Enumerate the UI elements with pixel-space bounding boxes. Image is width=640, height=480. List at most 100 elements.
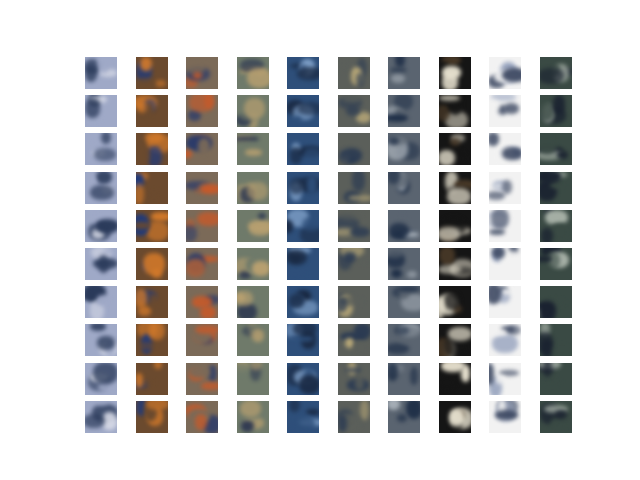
image-tile <box>85 362 117 395</box>
image-tile <box>85 324 117 357</box>
image-tile <box>388 248 420 280</box>
image-tile <box>438 286 471 319</box>
image-tile <box>85 95 117 128</box>
image-tile <box>337 286 370 319</box>
image-tile <box>337 362 370 395</box>
image-tile <box>287 362 319 395</box>
image-tile <box>85 209 117 242</box>
image-tile <box>135 248 168 280</box>
image-tile <box>186 57 218 89</box>
image-tile <box>337 400 370 433</box>
image-tile <box>438 133 471 166</box>
image-tile <box>489 171 521 204</box>
image-tile <box>388 133 420 166</box>
image-tile <box>388 209 420 242</box>
image-tile <box>539 209 572 242</box>
image-tile <box>337 209 370 242</box>
image-tile <box>438 95 471 128</box>
image-tile <box>438 209 471 242</box>
image-tile <box>388 286 420 319</box>
image-tile <box>388 171 420 204</box>
image-tile <box>236 133 269 166</box>
image-tile <box>489 57 521 89</box>
image-tile <box>539 324 572 357</box>
image-tile <box>337 133 370 166</box>
image-tile <box>287 248 319 280</box>
image-tile <box>539 362 572 395</box>
image-tile <box>186 362 218 395</box>
image-tile <box>287 324 319 357</box>
image-tile <box>135 286 168 319</box>
image-tile <box>438 171 471 204</box>
image-tile <box>489 133 521 166</box>
image-tile <box>539 95 572 128</box>
image-tile <box>236 324 269 357</box>
image-tile <box>539 171 572 204</box>
image-tile <box>388 95 420 128</box>
image-tile <box>236 400 269 433</box>
image-tile <box>236 171 269 204</box>
image-tile <box>186 324 218 357</box>
image-tile <box>186 133 218 166</box>
image-tile <box>135 133 168 166</box>
image-tile <box>489 209 521 242</box>
image-tile <box>287 57 319 89</box>
image-tile <box>287 400 319 433</box>
image-tile <box>489 248 521 280</box>
image-tile <box>135 209 168 242</box>
image-tile <box>438 400 471 433</box>
image-tile <box>186 286 218 319</box>
image-tile <box>388 400 420 433</box>
image-tile <box>539 57 572 89</box>
image-tile <box>489 286 521 319</box>
image-tile <box>337 57 370 89</box>
image-tile <box>337 171 370 204</box>
image-tile <box>236 362 269 395</box>
image-tile <box>186 171 218 204</box>
image-tile <box>135 400 168 433</box>
image-tile <box>388 57 420 89</box>
image-tile <box>85 133 117 166</box>
image-tile <box>186 209 218 242</box>
image-tile <box>186 95 218 128</box>
image-tile <box>438 362 471 395</box>
image-tile <box>337 324 370 357</box>
image-tile <box>337 95 370 128</box>
image-tile <box>236 286 269 319</box>
image-tile <box>85 57 117 89</box>
image-tile <box>539 248 572 280</box>
image-tile <box>236 209 269 242</box>
image-tile <box>489 362 521 395</box>
image-tile <box>539 133 572 166</box>
image-tile <box>287 95 319 128</box>
image-tile <box>287 209 319 242</box>
image-tile <box>85 286 117 319</box>
image-tile <box>135 57 168 89</box>
image-tile <box>489 324 521 357</box>
image-tile <box>135 95 168 128</box>
image-tile <box>85 248 117 280</box>
image-tile <box>388 362 420 395</box>
image-tile <box>539 400 572 433</box>
image-tile <box>135 171 168 204</box>
image-tile <box>388 324 420 357</box>
image-tile <box>85 171 117 204</box>
image-tile <box>236 248 269 280</box>
image-tile <box>438 57 471 89</box>
image-tile <box>236 57 269 89</box>
image-tile <box>438 324 471 357</box>
image-tile-grid <box>85 57 572 433</box>
image-tile <box>236 95 269 128</box>
image-tile <box>438 248 471 280</box>
image-tile <box>287 133 319 166</box>
image-tile <box>337 248 370 280</box>
image-tile <box>186 248 218 280</box>
image-tile <box>135 362 168 395</box>
image-tile <box>186 400 218 433</box>
image-tile <box>489 95 521 128</box>
image-tile <box>489 400 521 433</box>
image-tile <box>85 400 117 433</box>
image-tile <box>287 286 319 319</box>
image-tile <box>539 286 572 319</box>
